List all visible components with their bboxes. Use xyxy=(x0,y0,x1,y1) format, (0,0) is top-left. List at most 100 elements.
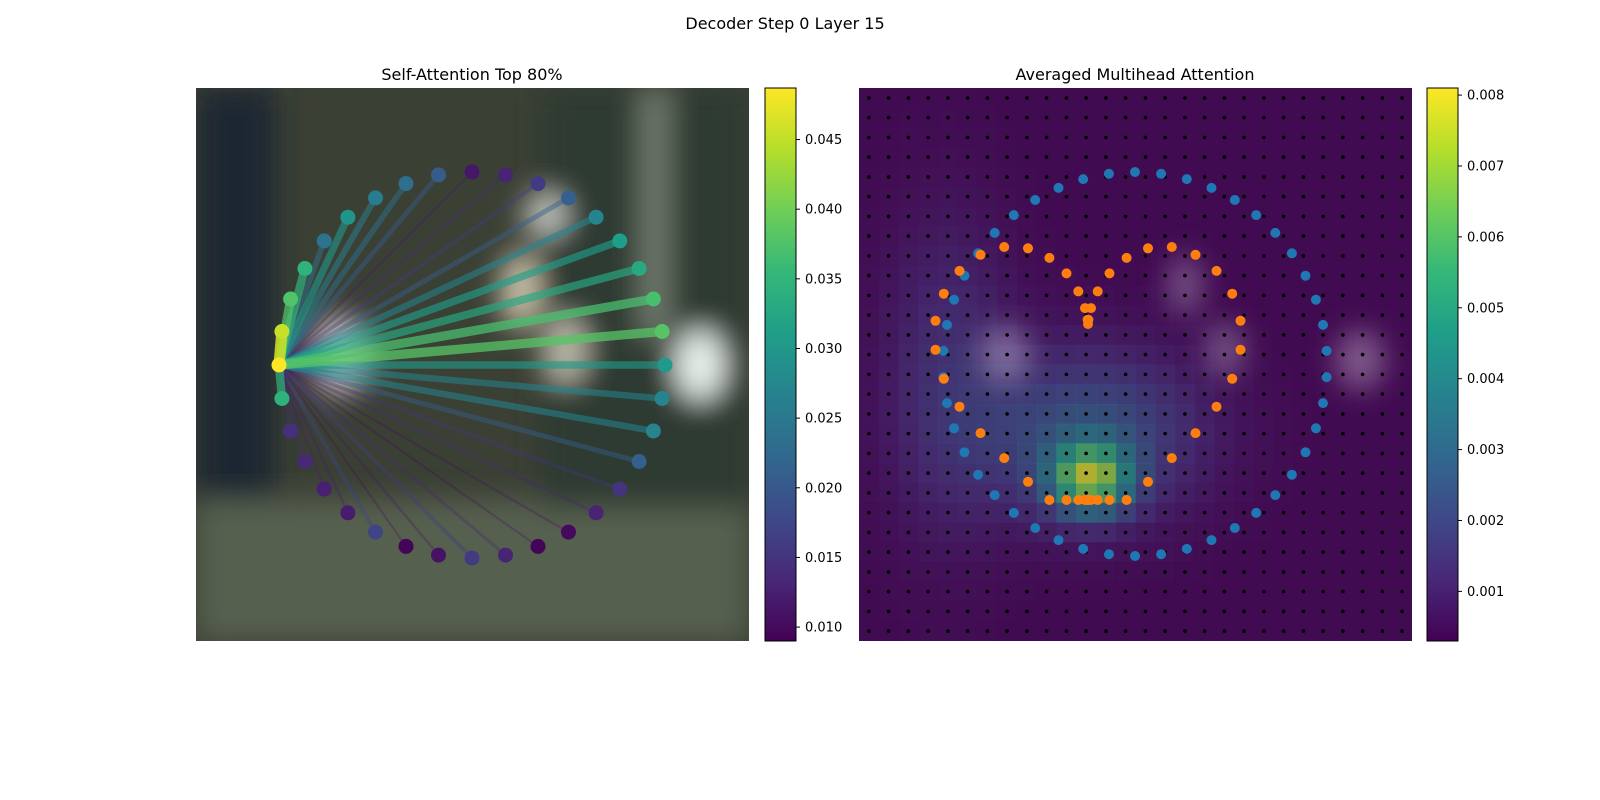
grid-point xyxy=(906,333,911,337)
grid-point xyxy=(1400,96,1404,100)
outer-point xyxy=(1156,168,1167,179)
grid-point xyxy=(1202,293,1207,298)
grid-point xyxy=(1202,372,1207,377)
grid-point xyxy=(1143,372,1148,377)
grid-point xyxy=(1163,333,1167,337)
grid-point xyxy=(1143,254,1148,258)
grid-point xyxy=(1044,96,1049,100)
grid-point xyxy=(1262,333,1266,337)
grid-point xyxy=(1360,96,1365,100)
grid-point xyxy=(1143,313,1148,317)
grid-point xyxy=(1064,155,1069,159)
grid-point xyxy=(926,234,930,238)
grid-point xyxy=(1183,412,1187,416)
grid-point xyxy=(1183,471,1187,475)
attention-line xyxy=(275,264,644,369)
grid-point xyxy=(886,412,891,416)
grid-point xyxy=(1143,412,1148,416)
grid-point xyxy=(946,412,950,416)
grid-point xyxy=(867,135,871,140)
grid-point xyxy=(1143,96,1148,100)
grid-point xyxy=(1281,530,1286,535)
grid-point xyxy=(926,471,930,475)
grid-point xyxy=(1044,412,1049,416)
grid-point xyxy=(1064,451,1069,456)
grid-point xyxy=(1025,510,1029,515)
grid-point xyxy=(1084,589,1088,594)
grid-point xyxy=(1044,234,1049,238)
grid-point xyxy=(1044,293,1049,298)
grid-point xyxy=(1005,96,1009,100)
grid-point xyxy=(886,629,891,633)
grid-point xyxy=(1202,412,1207,416)
grid-point xyxy=(926,273,930,278)
grid-point xyxy=(1104,333,1108,337)
grid-point xyxy=(946,589,950,594)
grid-point xyxy=(1281,491,1286,495)
inner-point xyxy=(1121,252,1132,263)
grid-point xyxy=(926,135,930,140)
colorbar-tick-label: 0.005 xyxy=(1467,301,1504,316)
grid-point xyxy=(965,175,970,179)
grid-point xyxy=(1321,392,1325,396)
grid-point xyxy=(1163,372,1167,377)
attention-line xyxy=(277,363,508,557)
grid-point xyxy=(1321,491,1325,495)
grid-point xyxy=(1123,273,1128,278)
grid-point xyxy=(985,352,990,357)
grid-point xyxy=(1064,629,1069,633)
grid-point xyxy=(886,194,891,199)
grid-point xyxy=(1104,293,1108,298)
grid-point xyxy=(1262,254,1266,258)
grid-point xyxy=(1084,135,1088,140)
attention-point xyxy=(297,261,313,276)
grid-point xyxy=(1183,589,1187,594)
grid-point xyxy=(1123,491,1128,495)
grid-point xyxy=(1281,431,1286,436)
grid-point xyxy=(1025,214,1029,219)
grid-point xyxy=(965,313,970,317)
grid-point xyxy=(1183,293,1187,298)
grid-point xyxy=(1123,570,1128,574)
inner-point xyxy=(1082,314,1093,325)
grid-point xyxy=(1341,115,1345,120)
grid-point xyxy=(1281,115,1286,120)
grid-point xyxy=(1025,293,1029,298)
grid-point xyxy=(1380,333,1385,337)
grid-point xyxy=(1400,333,1404,337)
left-colorbar: 0.010 0.015 0.020 0.025 0.030 0.035 0.040 0.045 xyxy=(764,87,842,642)
grid-point xyxy=(1104,570,1108,574)
inner-point xyxy=(1166,453,1177,464)
outer-point xyxy=(1310,423,1321,434)
grid-point xyxy=(1123,589,1128,594)
grid-point xyxy=(965,570,970,574)
grid-point xyxy=(926,589,930,594)
grid-point xyxy=(1104,155,1108,159)
grid-point xyxy=(1262,115,1266,120)
outer-ring-points xyxy=(938,167,1332,561)
grid-point xyxy=(1222,234,1227,238)
inner-point xyxy=(938,288,949,299)
grid-point xyxy=(1163,491,1167,495)
grid-point xyxy=(1360,333,1365,337)
grid-point xyxy=(867,214,871,219)
grid-point xyxy=(1143,135,1148,140)
grid-point xyxy=(1123,392,1128,396)
grid-point xyxy=(1025,135,1029,140)
grid-point xyxy=(1044,155,1049,159)
grid-point xyxy=(965,431,970,436)
grid-point xyxy=(1360,412,1365,416)
inner-point xyxy=(975,428,986,439)
grid-point xyxy=(1084,155,1088,159)
grid-point xyxy=(1301,629,1306,633)
grid-point xyxy=(985,550,990,554)
grid-point xyxy=(1360,392,1365,396)
grid-point xyxy=(906,135,911,140)
attention-lines xyxy=(273,170,669,560)
figure-title: Decoder Step 0 Layer 15 xyxy=(685,14,884,33)
grid-point xyxy=(926,155,930,159)
grid-point xyxy=(1242,392,1246,396)
grid-point xyxy=(1084,352,1088,357)
grid-point xyxy=(1242,194,1246,199)
grid-point xyxy=(1281,510,1286,515)
